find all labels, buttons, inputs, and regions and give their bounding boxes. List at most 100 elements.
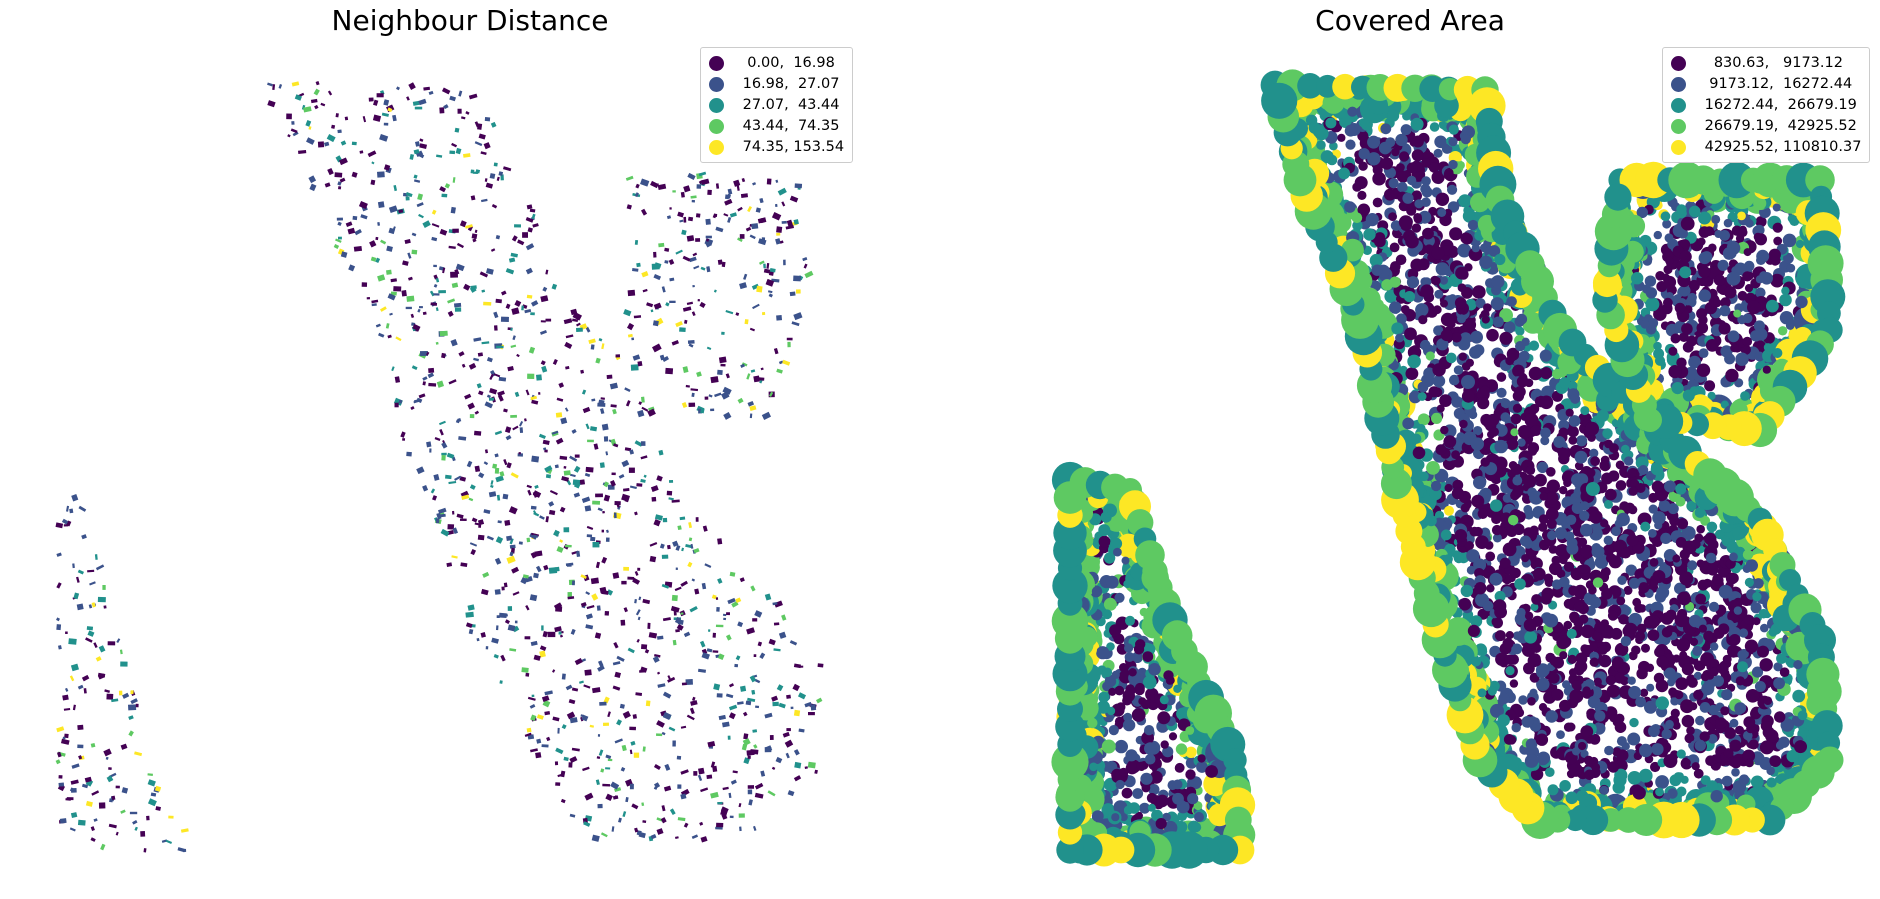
building-footprint [389,312,393,316]
building-footprint [456,513,464,519]
building-footprint [555,437,564,445]
building-footprint [729,571,736,577]
building-footprint [603,481,609,488]
building-footprint [531,399,539,405]
building-footprint [525,389,530,396]
building-footprint [698,767,705,775]
tessellation-cell [1760,272,1773,285]
tessellation-cell [1621,444,1630,454]
tessellation-cell [1402,417,1415,430]
building-footprint [483,142,491,150]
tessellation-cell [1644,700,1657,714]
building-footprint [352,215,358,221]
building-footprint [72,563,75,569]
tessellation-cell [1623,585,1633,595]
building-footprint [750,585,756,592]
tessellation-cell [1458,597,1472,611]
building-footprint [665,302,670,307]
covered-area-panel: Covered Area 830.63, 9173.12 9173.12, 16… [940,0,1880,899]
building-footprint [530,552,537,559]
tessellation-cell [1191,822,1202,833]
building-footprint [522,574,529,579]
building-footprint [483,301,492,306]
building-footprint [377,222,381,226]
building-footprint [693,265,700,270]
building-footprint [422,484,429,492]
building-footprint [613,642,619,649]
tessellation-cell [1740,391,1750,401]
building-footprint [511,307,520,315]
tessellation-cell [1686,500,1697,512]
building-footprint [291,121,295,125]
building-footprint [789,291,796,297]
building-footprint [687,172,696,180]
building-footprint [677,817,686,822]
building-footprint [654,514,663,521]
building-footprint [439,330,448,337]
tessellation-cell [1707,391,1716,400]
tessellation-cell [1494,590,1506,602]
tessellation-cell [1580,406,1590,416]
tessellation-cell [1118,767,1129,778]
building-footprint [418,213,424,219]
building-footprint [103,748,112,757]
building-footprint [779,240,784,244]
tessellation-cell [1536,461,1549,474]
building-footprint [664,763,671,771]
building-footprint [545,318,552,322]
building-footprint [752,729,758,733]
building-footprint [483,509,491,514]
building-footprint [525,672,530,677]
tessellation-cell [1504,654,1515,665]
building-footprint [625,175,634,181]
building-footprint [495,625,499,631]
tessellation-cell [1663,265,1673,275]
tessellation-cell [1518,695,1528,705]
building-footprint [612,661,621,666]
building-footprint [568,699,576,705]
tessellation-cell [1580,624,1595,639]
building-footprint [712,650,719,653]
building-footprint [722,386,732,395]
building-footprint [66,797,74,801]
building-footprint [441,441,448,449]
tessellation-cell [1344,124,1357,137]
building-footprint [621,580,627,585]
tessellation-cell [1706,564,1719,576]
building-footprint [569,717,578,724]
building-footprint [490,248,496,252]
building-footprint [618,474,625,479]
building-footprint [520,577,528,585]
tessellation-cell [1654,521,1663,530]
building-footprint [541,365,548,373]
building-footprint [777,187,787,196]
building-footprint [76,603,84,611]
building-footprint [128,704,137,711]
building-footprint [447,524,455,530]
building-footprint [697,774,703,782]
tessellation-cell [1541,385,1555,399]
building-footprint [602,510,605,514]
building-footprint [503,166,512,172]
tessellation-cell [1754,351,1765,362]
building-footprint [77,819,86,826]
building-footprint [344,116,349,121]
building-footprint [503,582,508,588]
building-footprint [758,238,767,246]
building-footprint [536,374,542,381]
building-footprint [569,473,576,478]
tessellation-cell [1591,630,1602,641]
building-footprint [786,219,794,227]
tessellation-cell [1479,255,1493,269]
building-footprint [666,215,672,220]
building-footprint [496,176,500,181]
building-footprint [739,282,748,290]
building-footprint [94,554,98,560]
building-footprint [81,534,87,540]
building-footprint [743,273,748,280]
building-footprint [309,183,317,192]
tessellation-cell [1422,277,1432,287]
building-footprint [504,519,511,526]
building-footprint [147,798,157,807]
tessellation-cell [1607,610,1619,621]
